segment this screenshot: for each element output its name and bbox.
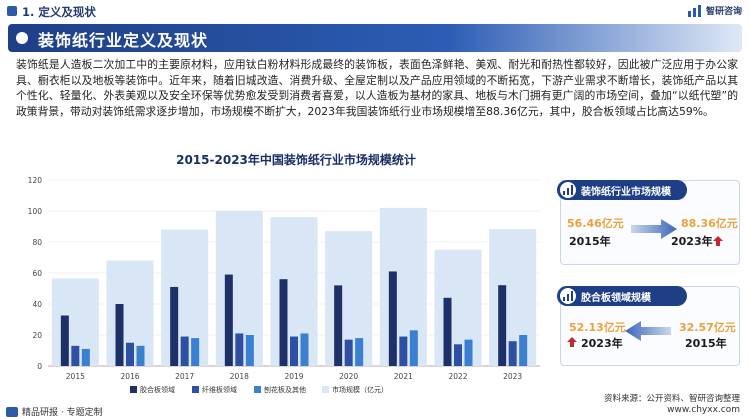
y-tick-label: 0 [37, 362, 42, 371]
bar-plywood [279, 279, 288, 366]
plywood-2015-year: 2015年 [685, 337, 727, 350]
x-tick-label: 2018 [230, 372, 249, 381]
x-tick-label: 2015 [66, 372, 85, 381]
plywood-size-card: 胶合板领域规模 52.13亿元 2023年 32.57亿元 2015年 [557, 286, 740, 366]
section-banner: 装饰纸行业定义及现状 [8, 24, 742, 52]
x-tick-label: 2016 [120, 372, 139, 381]
y-tick-label: 20 [32, 331, 42, 340]
bar-fiberboard [126, 342, 134, 366]
legend-swatch [254, 386, 261, 393]
x-tick-label: 2019 [284, 372, 303, 381]
bar-fiberboard [399, 336, 408, 366]
plywood-2023-value: 52.13亿元 [569, 321, 626, 334]
legend-swatch [322, 386, 329, 393]
bar-plywood [115, 304, 124, 366]
bar-plywood [498, 285, 507, 366]
bar-fiberboard [454, 344, 462, 366]
logo-text: 智研咨询 [705, 7, 742, 17]
chart-icon [560, 182, 576, 198]
y-tick-label: 40 [32, 300, 42, 309]
y-tick-label: 60 [32, 269, 42, 278]
bar-plywood [388, 271, 397, 366]
bar-fiberboard [344, 339, 353, 366]
market-size-2023-year: 2023年 [671, 235, 713, 248]
footer-website[interactable]: www.chyxx.com [667, 405, 740, 415]
market-size-2015-year: 2015年 [569, 235, 611, 248]
bar-particleboard [409, 330, 418, 366]
x-tick-label: 2022 [448, 372, 467, 381]
bar-particleboard [464, 339, 473, 366]
bar-particleboard [245, 335, 254, 366]
bar-fiberboard [180, 336, 189, 366]
legend-label: 胶合板领域 [140, 385, 175, 394]
bar-plywood [334, 285, 343, 366]
up-arrow-icon [567, 337, 577, 347]
market-size-card: 装饰纸行业市场规模 56.46亿元 2015年 88.36亿元 2023年 [557, 180, 740, 265]
market-size-chart: 0 20 40 60 80 100 120 2015 2016 2017 2018 2019 2020 2… [28, 176, 540, 394]
card-title: 胶合板领域规模 [581, 293, 651, 304]
bar-fiberboard [508, 341, 517, 366]
header: 1. 定义及现状 智研咨询 [0, 0, 750, 22]
bar-particleboard [300, 333, 309, 366]
bar-plywood [224, 274, 233, 366]
chart-title: 2015-2023年中国装饰纸行业市场规模统计 [176, 153, 416, 167]
header-title: 1. 定义及现状 [22, 5, 96, 19]
legend-swatch [192, 386, 199, 393]
bar-particleboard [136, 345, 145, 366]
x-tick-label: 2023 [503, 372, 522, 381]
market-size-2023-value: 88.36亿元 [681, 217, 738, 230]
card-header: 胶合板领域规模 [557, 286, 687, 306]
description-paragraph: 装饰纸是人造板二次加工中的主要原材料，应用钛白粉材料形成最终的装饰板，表面色泽鲜… [16, 58, 738, 118]
banner-bullet-icon [16, 32, 28, 44]
legend-swatch [130, 386, 137, 393]
legend-label: 市场规模（亿元） [332, 385, 388, 394]
bar-plywood [60, 315, 69, 366]
right-arrow-icon [631, 219, 677, 239]
y-tick-label: 120 [28, 176, 43, 185]
logo-icon [687, 4, 701, 17]
card-header: 装饰纸行业市场规模 [557, 180, 687, 200]
footer: 精品研报 · 专题定制 www.chyxx.com [0, 404, 750, 419]
bar-plywood [443, 297, 452, 366]
y-tick-label: 80 [32, 238, 42, 247]
legend-label: 刨花板及其他 [264, 385, 306, 394]
bar-fiberboard [71, 345, 80, 366]
up-arrow-icon [713, 236, 723, 246]
market-size-2015-value: 56.46亿元 [567, 217, 624, 230]
plywood-2023-year: 2023年 [581, 337, 623, 350]
bar-particleboard [519, 335, 528, 366]
bar-particleboard [355, 338, 364, 366]
bar-fiberboard [290, 336, 298, 366]
bar-fiberboard [235, 333, 244, 366]
x-tick-label: 2017 [175, 372, 194, 381]
y-tick-label: 100 [28, 207, 43, 216]
section-icon [7, 6, 17, 16]
brand-logo: 智研咨询 [687, 4, 742, 17]
data-source: 资料来源：公开资料、智研咨询整理 [603, 394, 740, 404]
bar-particleboard [81, 348, 90, 366]
bar-plywood [170, 286, 179, 366]
x-tick-label: 2021 [394, 372, 413, 381]
x-tick-label: 2020 [339, 372, 358, 381]
left-arrow-icon [625, 321, 671, 341]
plywood-2015-value: 32.57亿元 [679, 321, 736, 334]
report-icon [6, 407, 18, 417]
chart-icon [560, 288, 576, 304]
bar-particleboard [191, 338, 200, 366]
banner-title: 装饰纸行业定义及现状 [38, 31, 209, 50]
footer-tagline: 精品研报 · 专题定制 [22, 408, 103, 418]
card-title: 装饰纸行业市场规模 [581, 187, 671, 198]
legend-label: 纤维板领域 [202, 385, 237, 394]
